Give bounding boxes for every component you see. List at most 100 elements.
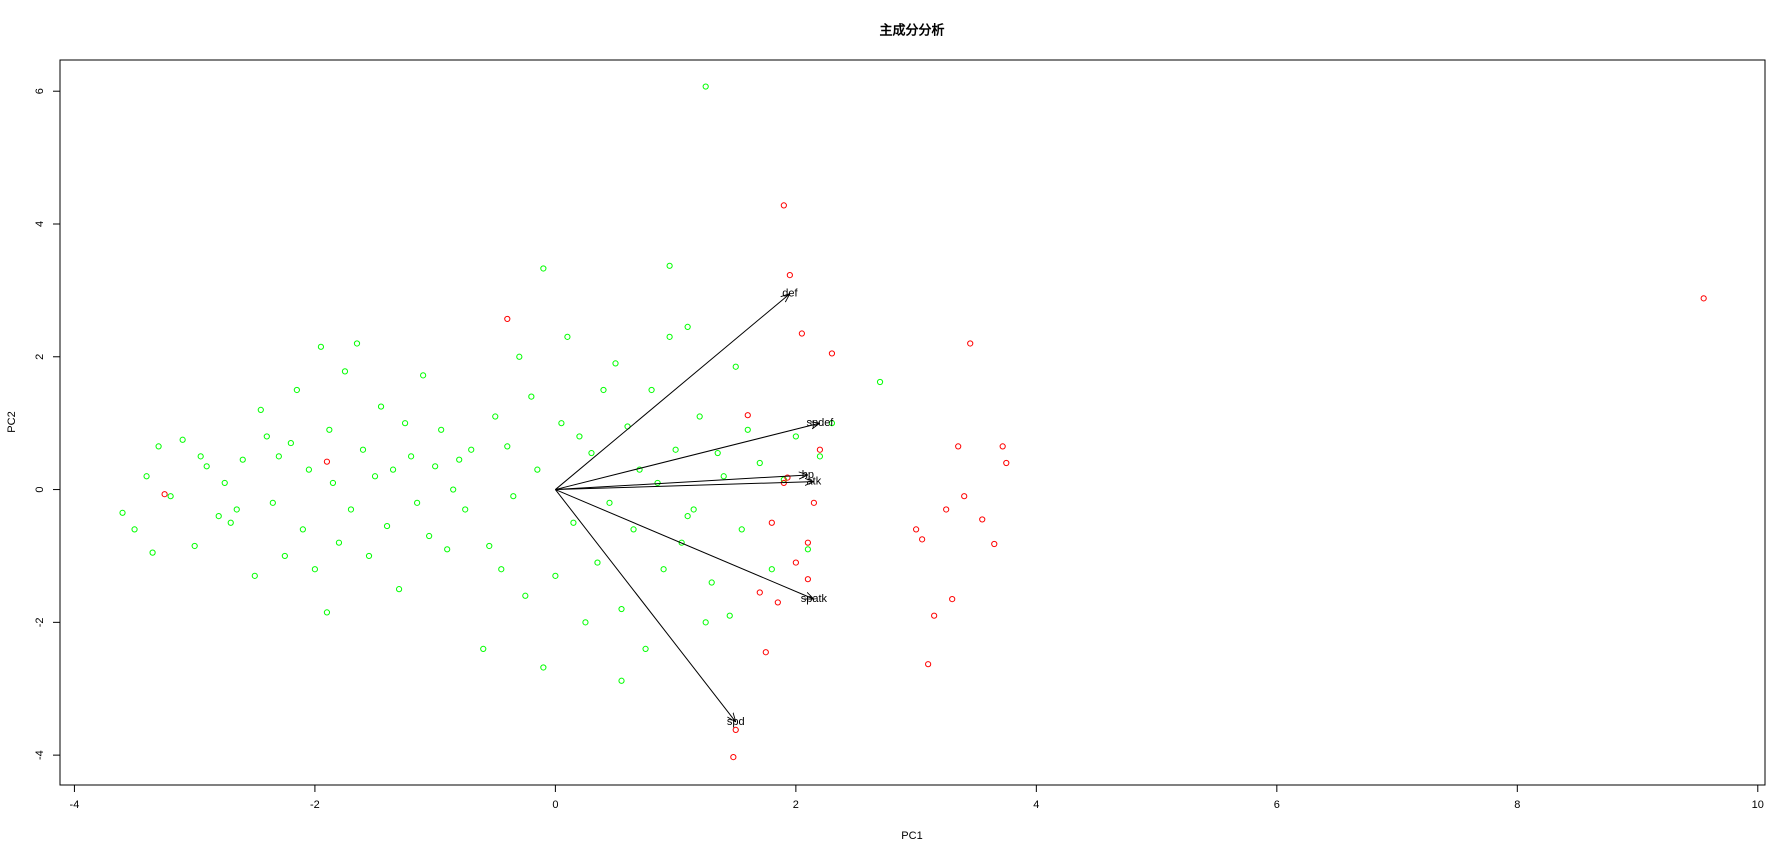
point	[967, 340, 974, 347]
point	[504, 443, 511, 450]
point	[582, 619, 589, 626]
point	[678, 539, 685, 546]
point	[450, 486, 457, 493]
y-tick-label: 6	[34, 88, 46, 94]
point	[341, 368, 349, 375]
point	[432, 463, 439, 470]
point	[654, 479, 661, 487]
point	[666, 333, 673, 340]
y-tick-label: 4	[34, 221, 46, 227]
point	[221, 479, 228, 487]
point	[329, 479, 337, 487]
point	[762, 649, 769, 656]
point	[744, 412, 751, 419]
plot-frame	[59, 59, 1766, 786]
point	[504, 315, 511, 323]
point	[438, 426, 445, 433]
point	[696, 413, 703, 420]
point	[702, 619, 709, 626]
point	[576, 433, 583, 440]
point	[666, 262, 673, 269]
point	[263, 433, 270, 440]
point	[426, 532, 433, 540]
point	[420, 372, 427, 379]
point	[401, 420, 409, 427]
loading-arrow	[555, 294, 789, 490]
point	[269, 499, 276, 506]
point	[119, 509, 126, 516]
point	[804, 576, 811, 583]
point	[251, 572, 258, 579]
point	[768, 519, 775, 526]
point	[684, 323, 691, 330]
point	[816, 453, 824, 460]
arrow-label: spatk	[801, 593, 828, 605]
point	[281, 552, 288, 560]
y-tick-label: 0	[34, 486, 46, 492]
x-tick-label: -2	[310, 799, 320, 811]
point	[492, 413, 499, 420]
point	[730, 754, 737, 761]
point	[1003, 459, 1010, 467]
point	[919, 536, 926, 543]
x-tick-label: 4	[1033, 799, 1039, 811]
point	[931, 612, 938, 619]
point	[828, 350, 836, 357]
point	[293, 386, 300, 394]
chart-title: 主成分分析	[879, 22, 944, 37]
point	[792, 559, 799, 566]
point	[690, 506, 697, 513]
x-tick-label: -4	[70, 799, 80, 811]
point	[756, 459, 763, 467]
point	[540, 664, 547, 671]
point	[552, 572, 559, 579]
point	[408, 453, 415, 460]
point	[305, 466, 312, 473]
point	[167, 493, 174, 500]
point	[564, 333, 571, 340]
point	[462, 506, 469, 513]
point	[131, 526, 138, 533]
point	[347, 506, 355, 513]
point	[239, 456, 246, 463]
arrow-label: atk	[807, 475, 822, 487]
point	[756, 589, 763, 596]
point	[648, 386, 655, 394]
point	[786, 272, 793, 279]
point	[456, 456, 463, 463]
point	[744, 426, 751, 433]
point	[876, 378, 884, 386]
point	[528, 393, 535, 400]
point	[738, 526, 745, 533]
point	[468, 446, 475, 453]
point	[774, 599, 781, 606]
point	[540, 265, 547, 272]
point	[732, 726, 739, 733]
point	[991, 540, 998, 548]
point	[913, 526, 920, 533]
x-tick-label: 8	[1514, 799, 1520, 811]
point	[191, 542, 198, 550]
point	[570, 519, 577, 526]
point	[780, 202, 787, 209]
point	[486, 542, 493, 550]
point	[275, 453, 282, 460]
point	[516, 353, 523, 360]
y-tick-label: -4	[34, 750, 46, 760]
point	[588, 449, 595, 457]
point	[233, 506, 240, 513]
point	[816, 446, 824, 453]
point	[732, 363, 739, 370]
y-tick-label: -2	[34, 617, 46, 627]
x-tick-label: 6	[1274, 799, 1280, 811]
point	[389, 466, 397, 473]
loading-arrow	[554, 489, 735, 722]
point	[179, 436, 186, 443]
point	[828, 420, 836, 427]
point	[149, 549, 156, 556]
point	[323, 609, 331, 616]
loading-arrow	[555, 423, 820, 491]
point	[925, 661, 932, 668]
